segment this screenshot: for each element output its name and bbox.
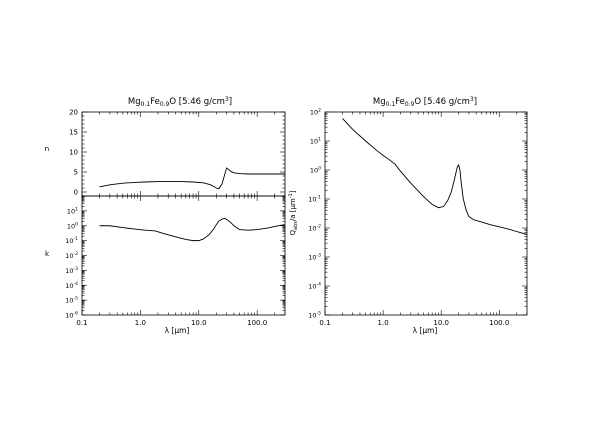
refractive-index-n-panel: Mg0.1Fe0.9O [5.46 g/cm3] n 0 5 10 15 20 <box>45 96 286 197</box>
y-tick-label: 20 <box>69 109 78 117</box>
x-tick-label: 0.1 <box>76 319 87 327</box>
k-axis-label: k <box>45 250 50 258</box>
y-tick-label: 10-1 <box>308 195 321 204</box>
y-tick-label: 100 <box>67 221 78 230</box>
x-tick-label: 100.0 <box>247 319 267 327</box>
x-tick-label: 10.0 <box>191 319 207 327</box>
y-tick-label: 10-5 <box>65 296 78 305</box>
left-panel-title: Mg0.1Fe0.9O [5.46 g/cm3] <box>128 96 232 108</box>
y-tick-label: 10-3 <box>308 253 321 262</box>
y-tick-label: 101 <box>67 206 78 215</box>
y-tick-label: 100 <box>310 166 321 175</box>
y-tick-label: 101 <box>310 137 321 146</box>
y-tick-label: 15 <box>69 129 78 137</box>
data-curve <box>99 167 285 190</box>
absorption-efficiency-panel: Mg0.1Fe0.9O [5.46 g/cm3] Qabs/a [μm-1] λ… <box>288 96 528 335</box>
y-tick-label: 0 <box>74 189 78 197</box>
x-tick-label: 1.0 <box>378 319 389 327</box>
n-axis-label: n <box>45 145 49 153</box>
x-tick-label: 0.1 <box>319 319 330 327</box>
right-x-axis-label: λ [μm] <box>413 326 438 335</box>
y-tick-label: 10-4 <box>308 282 321 291</box>
x-tick-label: 100.0 <box>489 319 509 327</box>
y-tick-label: 10-3 <box>65 266 78 275</box>
y-tick-label: 10-1 <box>65 236 78 245</box>
x-tick-label: 10.0 <box>433 319 449 327</box>
y-tick-label: 10 <box>69 149 78 157</box>
y-tick-label: 5 <box>74 169 78 177</box>
plot-frame <box>324 111 528 316</box>
data-curve <box>99 217 286 242</box>
y-tick-label: 102 <box>310 108 321 117</box>
plot-frame <box>81 111 286 197</box>
x-tick-label: 1.0 <box>135 319 146 327</box>
right-panel-title: Mg0.1Fe0.9O [5.46 g/cm3] <box>373 96 477 108</box>
extinction-coefficient-k-panel: k λ [μm] 0.1 1.0 10.0 100.0 10-6 10-5 10-4 10-3… <box>45 195 286 335</box>
y-tick-label: 10-6 <box>65 311 78 320</box>
y-tick-label: 10-2 <box>308 224 321 233</box>
y-tick-label: 10-5 <box>308 311 321 320</box>
y-tick-label: 10-2 <box>65 251 78 260</box>
y-tick-label: 10-4 <box>65 281 78 290</box>
left-x-axis-label: λ [μm] <box>165 326 190 335</box>
q-abs-axis-label: Qabs/a [μm-1] <box>288 190 299 235</box>
plot-frame <box>81 195 286 316</box>
data-curve <box>342 118 528 235</box>
